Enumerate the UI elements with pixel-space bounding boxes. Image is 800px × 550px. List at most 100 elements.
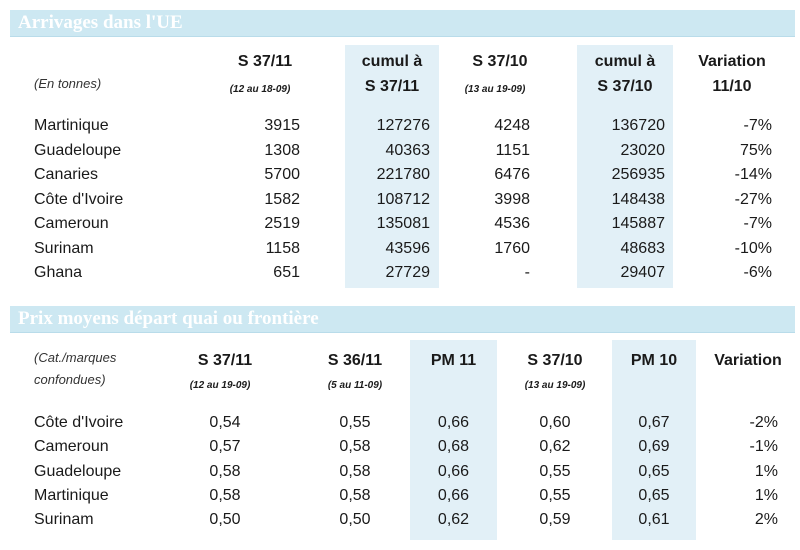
table1-cell: 221780 — [376, 166, 430, 183]
table2-title: Prix moyens départ quai ou frontière — [18, 308, 319, 329]
table1-col-header: 11/10 — [712, 78, 752, 95]
table1-cell: 4536 — [494, 215, 530, 232]
table1-cell: -7% — [743, 215, 772, 232]
table1-cell: 75% — [739, 141, 772, 159]
table1-cell: 108712 — [376, 190, 430, 208]
table2-cell: 0,65 — [638, 486, 670, 504]
table1-row-label: Côte d'Ivoire — [34, 190, 124, 208]
table2-cell: 0,54 — [209, 414, 241, 431]
table2-cell: 0,60 — [539, 414, 571, 431]
table1-cell: -10% — [734, 239, 772, 257]
table2-row-label: Martinique — [34, 486, 109, 504]
table2-cell: 0,67 — [638, 414, 670, 431]
table1-col-header: cumul à — [361, 53, 423, 70]
table1-cell: 148438 — [611, 190, 665, 208]
table1-cell: 5700 — [264, 166, 300, 183]
table1-cell: 145887 — [611, 215, 665, 232]
table1-cell: 29407 — [620, 264, 666, 281]
table2-shade-pm11 — [410, 340, 497, 540]
table2-cell: 0,58 — [339, 438, 371, 456]
table2-row-label: Côte d'Ivoire — [34, 414, 124, 431]
table1-col-header: S 37/10 — [472, 53, 528, 70]
table1-col-subheader: (13 au 19-09) — [464, 84, 526, 95]
table1-cell: 651 — [273, 264, 300, 281]
table1-col-header: cumul à — [594, 53, 656, 70]
table2-cell: 1% — [754, 462, 778, 480]
table1-cell: 127276 — [376, 117, 430, 134]
table2-cell: 0,59 — [539, 511, 571, 529]
table2-col-header: S 37/10 — [527, 352, 583, 369]
table1-row-label: Martinique — [34, 117, 109, 134]
table2-cell: 0,65 — [638, 462, 670, 480]
table1-cell: 1158 — [265, 239, 300, 257]
table2-cell: 0,58 — [209, 486, 241, 504]
table1-cell: 4248 — [494, 117, 530, 134]
table2-title-band: Prix moyens départ quai ou frontière — [10, 306, 795, 333]
table2-col-header: S 36/11 — [327, 352, 383, 369]
table2-col-subheader: (12 au 19-09) — [189, 380, 251, 391]
table1-cell: -14% — [734, 166, 772, 183]
table2-row-label: Surinam — [34, 511, 94, 529]
table2-cell: 0,57 — [209, 438, 241, 456]
table1-row-label: Ghana — [34, 264, 83, 281]
table2-col-header: PM 11 — [430, 352, 477, 369]
table1-cell: 43596 — [385, 239, 431, 257]
table2-unit-line1: (Cat./marques — [34, 350, 117, 365]
table2-cell: 0,61 — [638, 511, 670, 529]
table2-shade-pm10 — [612, 340, 696, 540]
table2-cell: 2% — [754, 511, 778, 529]
table1-cell: -6% — [743, 264, 772, 281]
table2-cell: 0,55 — [539, 462, 571, 480]
table2-cell: 0,62 — [539, 438, 571, 456]
table1-cell: 3998 — [494, 190, 530, 208]
table1-cell: 136720 — [611, 117, 665, 134]
table1-row-label: Guadeloupe — [34, 141, 122, 159]
table1-cell: 1760 — [494, 239, 530, 257]
table2-cell: 0,66 — [437, 462, 470, 480]
table1-col-header: S 37/11 — [237, 53, 293, 70]
table2-cell: 0,50 — [209, 511, 241, 529]
table1-cell: 23020 — [620, 141, 666, 159]
table1-unit: (En tonnes) — [34, 76, 102, 91]
table1-cell: 40363 — [385, 141, 431, 159]
table1-row-label: Canaries — [34, 166, 99, 183]
table2-row-label: Guadeloupe — [34, 462, 122, 480]
table2-cell: 0,55 — [539, 486, 571, 504]
table2-cell: 0,66 — [437, 486, 470, 504]
table2-cell: -1% — [749, 438, 778, 456]
table1-cell: 256935 — [611, 166, 665, 183]
table1-cell: 6476 — [494, 166, 530, 183]
table2-cell: 1% — [754, 486, 778, 504]
table1-col-header: Variation — [698, 53, 766, 70]
table2-cell: 0,58 — [339, 486, 371, 504]
table2-cell: 0,66 — [437, 414, 470, 431]
table1-cell: -27% — [734, 190, 772, 208]
table2-row-label: Cameroun — [34, 438, 109, 456]
table1-col-header: S 37/10 — [597, 78, 653, 95]
table2-cell: -2% — [749, 414, 778, 431]
table1-row-label: Cameroun — [34, 215, 109, 232]
table2-cell: 0,58 — [339, 462, 371, 480]
table2-col-header: S 37/11 — [197, 352, 253, 369]
table1-cell: -7% — [743, 117, 772, 134]
table2-cell: 0,68 — [437, 438, 470, 456]
table1-cell: 1151 — [495, 141, 530, 159]
table1-row-label: Surinam — [34, 239, 94, 257]
table2-col-subheader: (13 au 19-09) — [524, 380, 586, 391]
table1-col-header: S 37/11 — [364, 78, 420, 95]
table1-cell: 48683 — [620, 239, 666, 257]
table1-cell: 135081 — [376, 215, 430, 232]
table2-col-subheader: (5 au 11-09) — [327, 380, 383, 391]
table1-shade-cumul-11 — [345, 45, 439, 288]
table1-cell: - — [524, 264, 530, 281]
table1-shade-cumul-10 — [577, 45, 673, 288]
table2-col-header: PM 10 — [630, 352, 678, 369]
table2-cell: 0,55 — [339, 414, 371, 431]
table2-cell: 0,69 — [638, 438, 670, 456]
table1-title: Arrivages dans l'UE — [18, 12, 183, 33]
table1-cell: 2519 — [264, 215, 300, 232]
table1-cell: 3915 — [264, 117, 300, 134]
table2-cell: 0,62 — [437, 511, 470, 529]
table1-cell: 27729 — [385, 264, 431, 281]
table2-col-header: Variation — [714, 352, 782, 369]
